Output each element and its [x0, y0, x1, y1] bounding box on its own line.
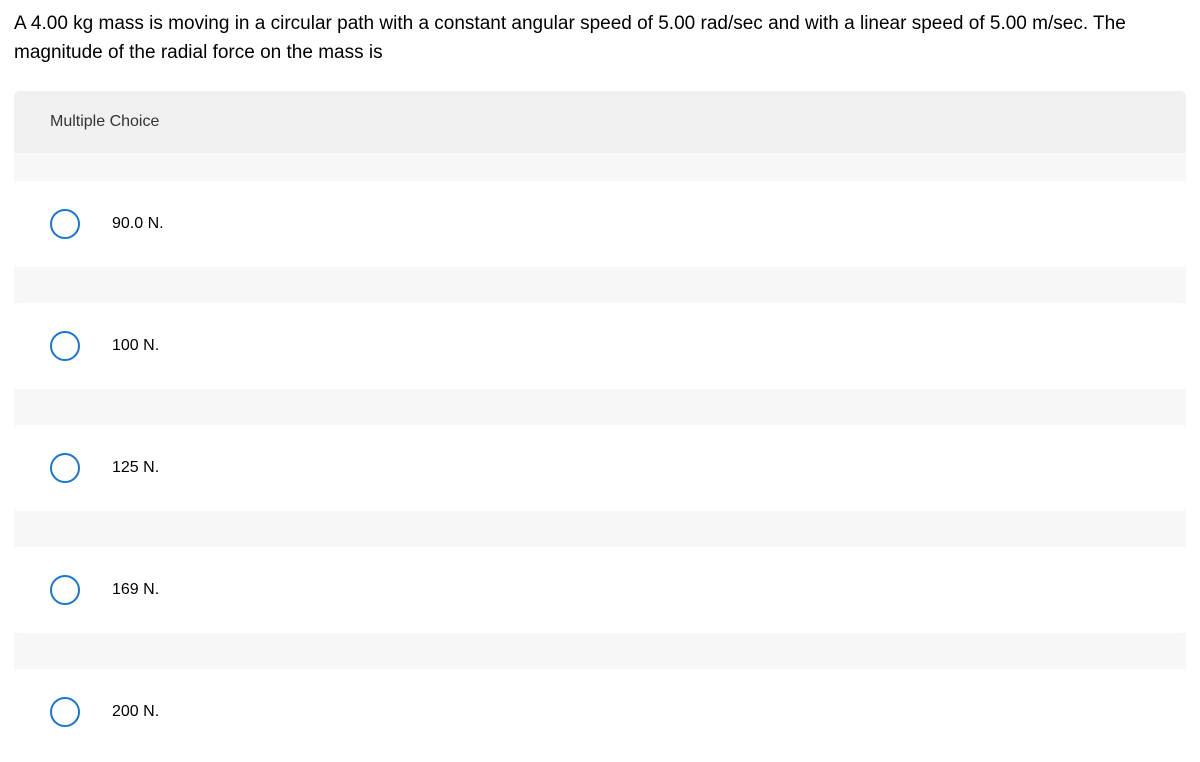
option-row[interactable]: 125 N.	[14, 425, 1186, 511]
option-label: 125 N.	[112, 459, 159, 477]
option-label: 200 N.	[112, 703, 159, 721]
radio-icon[interactable]	[50, 209, 80, 239]
option-label: 169 N.	[112, 581, 159, 599]
radio-icon[interactable]	[50, 331, 80, 361]
multiple-choice-header: Multiple Choice	[14, 91, 1186, 153]
option-label: 90.0 N.	[112, 215, 164, 233]
answer-container: Multiple Choice 90.0 N. 100 N. 125 N. 16…	[14, 91, 1186, 755]
option-row[interactable]: 100 N.	[14, 303, 1186, 389]
option-row[interactable]: 200 N.	[14, 669, 1186, 755]
radio-icon[interactable]	[50, 453, 80, 483]
radio-icon[interactable]	[50, 575, 80, 605]
question-text: A 4.00 kg mass is moving in a circular p…	[0, 0, 1200, 91]
radio-icon[interactable]	[50, 697, 80, 727]
options-wrapper: 90.0 N. 100 N. 125 N. 169 N. 200 N.	[14, 153, 1186, 755]
option-row[interactable]: 90.0 N.	[14, 181, 1186, 267]
option-row[interactable]: 169 N.	[14, 547, 1186, 633]
option-label: 100 N.	[112, 337, 159, 355]
